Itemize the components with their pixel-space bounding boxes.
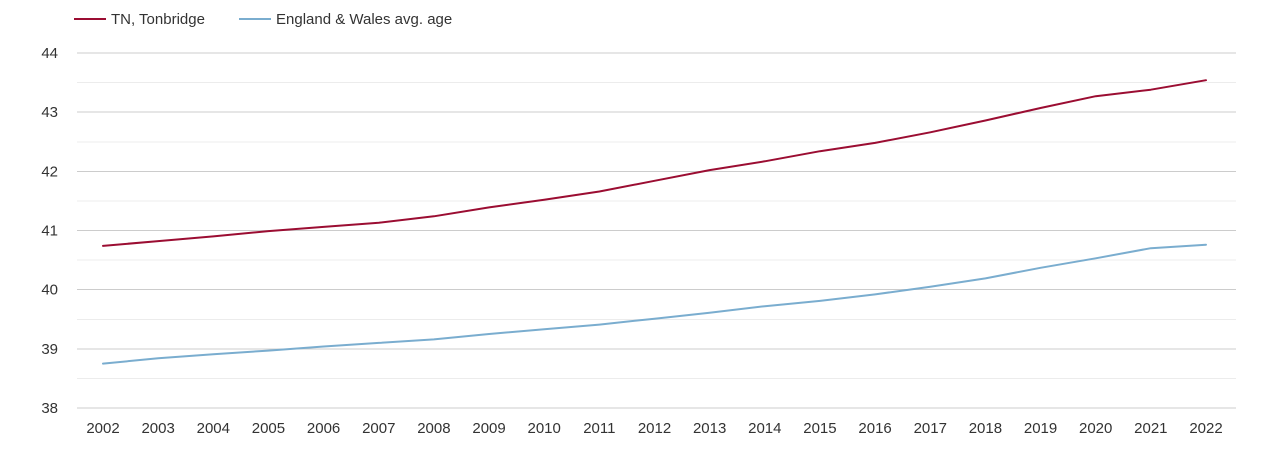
- x-tick-label: 2015: [803, 420, 836, 437]
- x-tick-label: 2011: [583, 420, 615, 437]
- y-tick-label: 39: [41, 341, 58, 358]
- x-tick-label: 2004: [197, 420, 230, 437]
- x-tick-label: 2009: [472, 420, 505, 437]
- y-tick-label: 42: [41, 163, 58, 180]
- y-tick-label: 44: [41, 45, 58, 62]
- x-tick-label: 2002: [86, 420, 119, 437]
- x-tick-label: 2007: [362, 420, 395, 437]
- x-tick-label: 2019: [1024, 420, 1057, 437]
- x-axis-ticks: 2002 2003 2004 2005 2006 2007 2008 2009 2010 2011…: [86, 420, 1222, 437]
- y-tick-label: 43: [41, 104, 58, 121]
- legend-item-2[interactable]: England & Wales avg. age: [239, 11, 452, 28]
- x-tick-label: 2010: [528, 420, 561, 437]
- series-line-1: [102, 79, 1207, 247]
- x-tick-label: 2008: [417, 420, 450, 437]
- x-tick-label: 2017: [914, 420, 947, 437]
- legend-label: TN, Tonbridge: [111, 11, 205, 28]
- legend-label: England & Wales avg. age: [276, 11, 452, 28]
- x-tick-label: 2013: [693, 420, 726, 437]
- x-tick-label: 2016: [858, 420, 891, 437]
- x-tick-label: 2021: [1134, 420, 1167, 437]
- x-tick-label: 2012: [638, 420, 671, 437]
- y-tick-label: 38: [41, 400, 58, 417]
- y-tick-label: 40: [41, 282, 58, 299]
- x-tick-label: 2022: [1189, 420, 1222, 437]
- series-line-2: [102, 243, 1207, 365]
- legend-item-1[interactable]: TN, Tonbridge: [74, 11, 205, 28]
- x-tick-label: 2006: [307, 420, 340, 437]
- series-lines: [102, 79, 1207, 365]
- x-tick-label: 2014: [748, 420, 781, 437]
- x-tick-label: 2003: [141, 420, 174, 437]
- y-tick-label: 41: [41, 223, 58, 240]
- x-tick-label: 2005: [252, 420, 285, 437]
- y-axis: 38 39 40 41 42 43 44: [41, 45, 58, 417]
- gridlines: [77, 52, 1236, 379]
- x-tick-label: 2020: [1079, 420, 1112, 437]
- x-tick-label: 2018: [969, 420, 1002, 437]
- legend: TN, Tonbridge England & Wales avg. age: [74, 11, 452, 28]
